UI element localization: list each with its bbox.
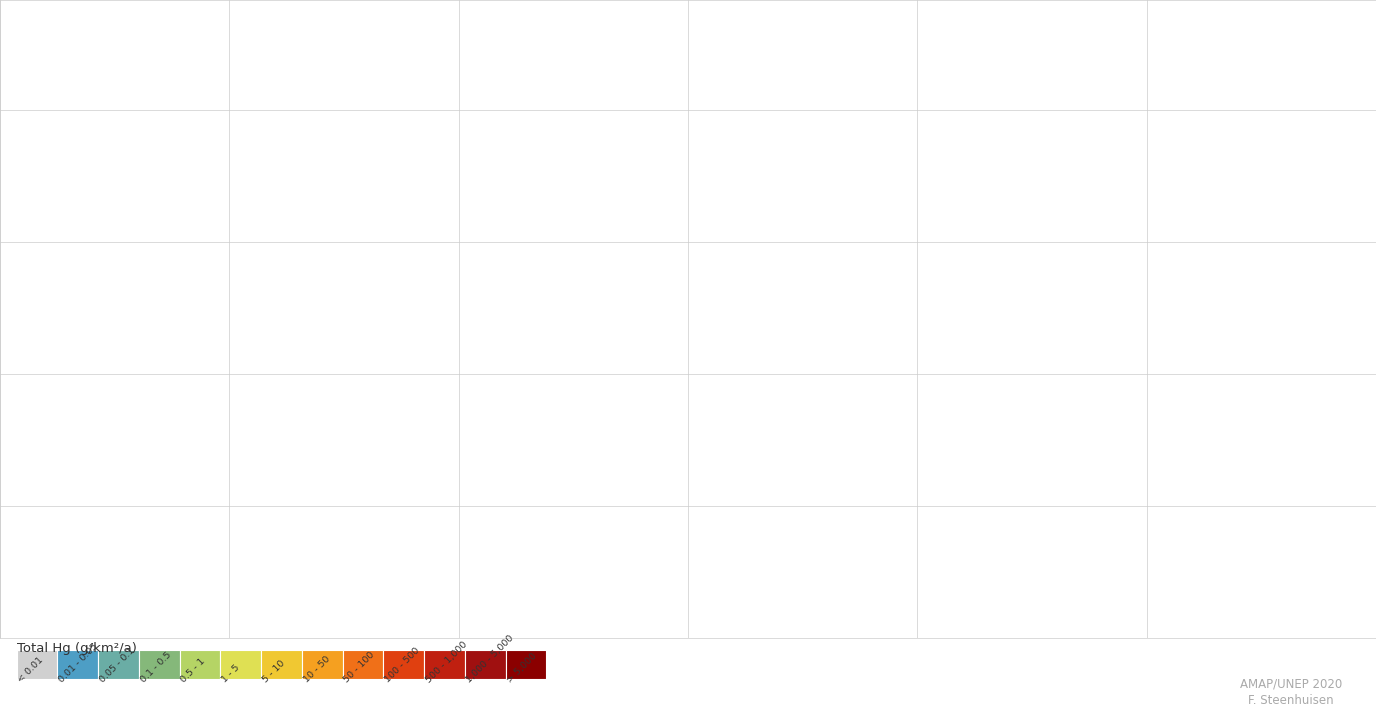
Bar [220,650,261,679]
Text: F. Steenhuisen: F. Steenhuisen [1248,694,1333,707]
Text: 0.5 - 1: 0.5 - 1 [179,656,208,684]
Text: 5 - 10: 5 - 10 [261,658,286,684]
Bar [384,650,424,679]
Text: Total Hg (g/km²/a): Total Hg (g/km²/a) [17,642,136,655]
Bar [505,650,546,679]
Text: 50 - 100: 50 - 100 [343,650,377,684]
Bar [98,650,139,679]
Bar [179,650,220,679]
Text: 1,000 - 5,000: 1,000 - 5,000 [465,633,516,684]
Text: 0.05 - 0.1: 0.05 - 0.1 [98,646,136,684]
Bar [261,650,301,679]
Text: 0.1 - 0.5: 0.1 - 0.5 [139,650,173,684]
Text: 500 - 1,000: 500 - 1,000 [424,640,469,684]
Text: 10 - 50: 10 - 50 [301,654,332,684]
Text: < 0.01: < 0.01 [17,655,45,684]
Text: 100 - 500: 100 - 500 [384,646,421,684]
Bar [424,650,465,679]
Bar [139,650,179,679]
Text: > 5,000: > 5,000 [505,651,539,684]
Bar [465,650,505,679]
Bar [17,650,58,679]
Text: 0.01 - 0.05: 0.01 - 0.05 [58,642,100,684]
Bar [343,650,384,679]
Text: AMAP/UNEP 2020: AMAP/UNEP 2020 [1240,677,1342,690]
Bar [58,650,98,679]
Bar [301,650,343,679]
Text: 1 - 5: 1 - 5 [220,663,242,684]
